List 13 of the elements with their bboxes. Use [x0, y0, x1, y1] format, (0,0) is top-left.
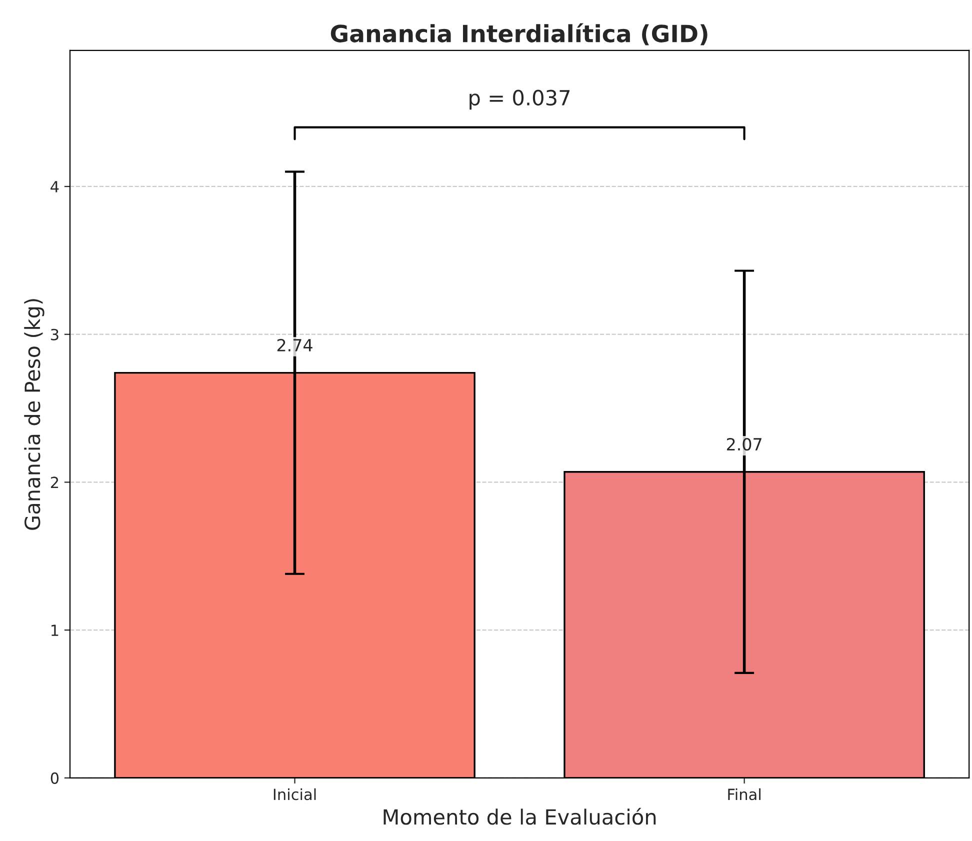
y-tick-label: 4 [50, 181, 59, 192]
y-tick-label: 2 [50, 476, 58, 488]
x-tick-label: Final [728, 788, 760, 800]
y-tick-label: 3 [51, 328, 58, 340]
data-label: 2.74 [277, 338, 312, 352]
x-axis-title: Momento de la Evaluación [384, 808, 656, 825]
annotation: p = 0.037 [470, 90, 570, 110]
y-tick-label: 0 [50, 772, 59, 784]
chart-title: Ganancia Interdialítica (GID) [330, 23, 708, 46]
x-tick-label: Inicial [274, 788, 316, 800]
y-axis-title: Ganancia de Peso (kg) [24, 299, 44, 530]
y-tick-label: 1 [52, 624, 58, 636]
data-label: 2.07 [726, 438, 762, 451]
